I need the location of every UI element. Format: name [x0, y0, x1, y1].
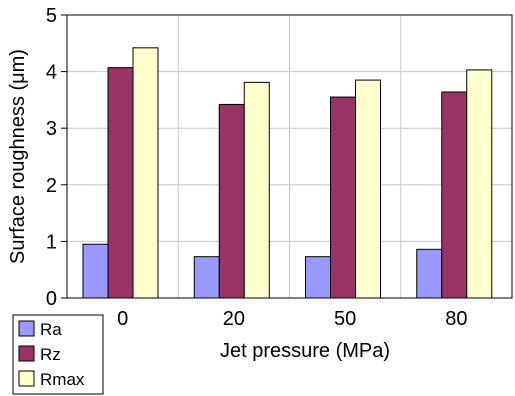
legend-label-ra: Ra: [40, 320, 62, 339]
bar-rmax-0: [132, 47, 159, 299]
y-tick-label: 2: [46, 175, 57, 197]
bar-rz-50: [330, 96, 356, 299]
y-tick-label: 0: [46, 288, 57, 310]
x-tick-label: 80: [445, 308, 467, 330]
legend-swatch-rmax: [18, 370, 35, 387]
x-tick-label: 20: [223, 308, 245, 330]
x-tick-labels: 0 20 50 80: [117, 308, 467, 330]
bar-ra-0: [82, 243, 109, 299]
bars: [82, 47, 493, 299]
bar-rz-0: [107, 67, 134, 299]
bar-ra-80: [416, 248, 443, 299]
y-tick-labels: 0 1 2 3 4 5: [46, 5, 67, 310]
y-tick-label: 4: [46, 62, 57, 84]
legend-label-rmax: Rmax: [40, 370, 85, 389]
bar-rmax-20: [243, 81, 270, 299]
legend: Ra Rz Rmax: [12, 314, 104, 395]
bar-rz-80: [441, 91, 468, 299]
y-tick-label: 1: [46, 231, 57, 253]
plot-frame: [66, 14, 513, 299]
y-tick-label: 5: [46, 5, 57, 27]
y-tick-label: 3: [46, 118, 57, 140]
legend-swatch-ra: [18, 320, 35, 337]
y-axis-label: Surface roughness (μm): [7, 49, 29, 264]
legend-swatch-rz: [18, 345, 35, 362]
x-tick-label: 50: [334, 308, 356, 330]
x-tick-label: 0: [117, 308, 128, 330]
legend-label-rz: Rz: [40, 345, 61, 364]
bar-rmax-80: [466, 69, 493, 299]
bar-ra-50: [305, 256, 331, 299]
bar-rz-20: [218, 103, 245, 299]
x-axis-label: Jet pressure (MPa): [220, 340, 390, 362]
bar-ra-20: [193, 256, 220, 299]
bar-rmax-50: [355, 79, 381, 299]
